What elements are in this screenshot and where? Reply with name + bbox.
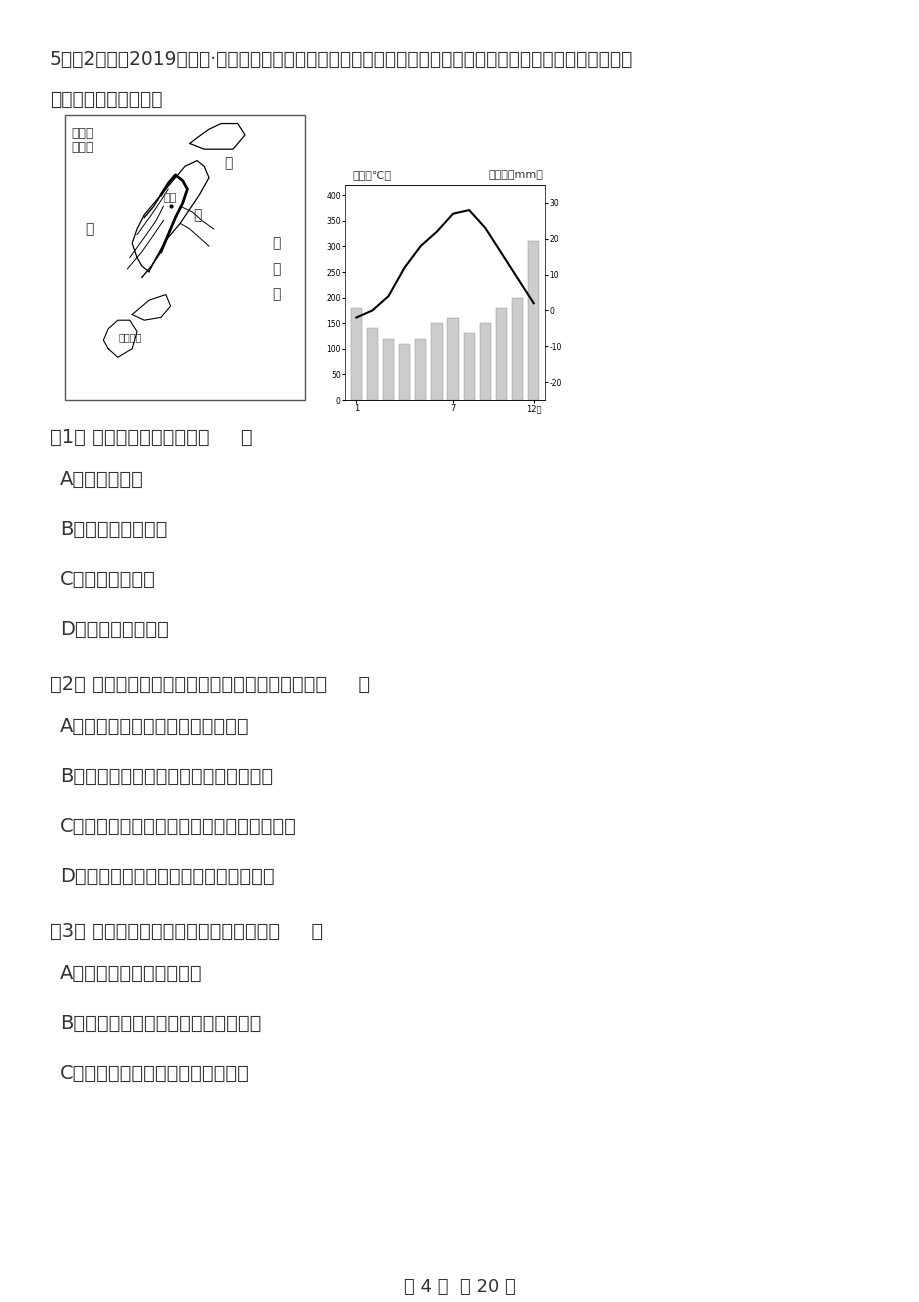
Text: A．径流量丰富，利于航运: A．径流量丰富，利于航运 — [60, 963, 202, 983]
Text: 本: 本 — [193, 208, 201, 221]
Text: 太: 太 — [272, 236, 280, 250]
Bar — [528, 241, 539, 400]
Text: C．夏季降水较少与气压带风带季节移动有关: C．夏季降水较少与气压带风带季节移动有关 — [60, 816, 297, 836]
Text: B．温带海洋性气候: B．温带海洋性气候 — [60, 519, 167, 539]
Text: 气温（℃）: 气温（℃） — [353, 171, 391, 180]
Text: 读下图完成下列各题。: 读下图完成下列各题。 — [50, 90, 163, 109]
Bar — [479, 323, 491, 400]
Bar — [447, 318, 459, 400]
Bar — [382, 339, 393, 400]
Text: 海: 海 — [85, 223, 93, 236]
Bar — [431, 323, 442, 400]
Bar — [399, 344, 410, 400]
Text: 一河流: 一河流 — [71, 141, 94, 154]
Text: 洋: 洋 — [272, 288, 280, 302]
Text: B．降水季节分配较均匀常年受西风影响: B．降水季节分配较均匀常年受西风影响 — [60, 767, 273, 786]
Text: 降水量（mm）: 降水量（mm） — [488, 171, 542, 180]
Bar — [414, 339, 426, 400]
Text: 5．（2分）（2019高三上·石嘴山期中）读『日本山河分布示意图』和『富山市气温和降水季节分布示意图』，: 5．（2分）（2019高三上·石嘴山期中）读『日本山河分布示意图』和『富山市气温… — [50, 49, 632, 69]
Text: C．径流量季节变化明显，冬季断流: C．径流量季节变化明显，冬季断流 — [60, 1064, 250, 1083]
Bar — [463, 333, 474, 400]
Text: （3） 日本多山且河流众多，其河流特征（     ）: （3） 日本多山且河流众多，其河流特征（ ） — [50, 922, 323, 941]
Text: D．降水总量丰富常年受赤道低气压控制: D．降水总量丰富常年受赤道低气压控制 — [60, 867, 275, 885]
Text: （2） 关于富山市降水特征及其成因叙述正确的是（     ）: （2） 关于富山市降水特征及其成因叙述正确的是（ ） — [50, 674, 369, 694]
Text: 一山脉: 一山脉 — [71, 128, 94, 141]
Text: D．亚热带季风气候: D．亚热带季风气候 — [60, 620, 169, 639]
Text: C．温带季风气候: C．温带季风气候 — [60, 570, 155, 589]
Text: 富山: 富山 — [164, 193, 177, 203]
Text: B．瀮户内海沿岐的河流径流量最丰富: B．瀮户内海沿岐的河流径流量最丰富 — [60, 1014, 261, 1032]
Text: （1） 富山市的气候类型为（     ）: （1） 富山市的气候类型为（ ） — [50, 428, 253, 447]
Bar — [367, 328, 378, 400]
Text: A．地中海气候: A．地中海气候 — [60, 470, 143, 490]
Text: 平: 平 — [272, 262, 280, 276]
Text: 日: 日 — [223, 156, 233, 171]
Bar — [65, 115, 305, 400]
Text: 瀬戸内海: 瀬戸内海 — [118, 332, 142, 342]
Bar — [511, 298, 523, 400]
Bar — [495, 307, 506, 400]
Bar — [350, 307, 361, 400]
Text: 第 4 页  共 20 页: 第 4 页 共 20 页 — [403, 1279, 516, 1295]
Text: A．冬季降水丰富处于冬季风迎风坡: A．冬季降水丰富处于冬季风迎风坡 — [60, 717, 249, 736]
